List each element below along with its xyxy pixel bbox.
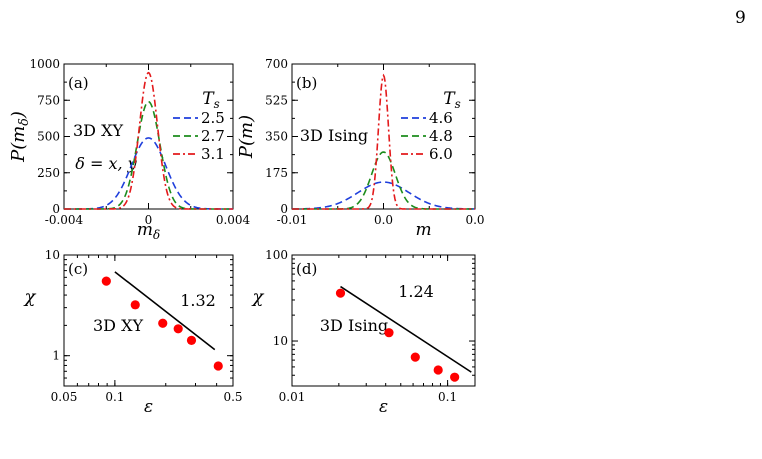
data-point [384,328,394,338]
annotation-text: 3D XY [93,316,143,335]
panel-c: 0.05 0.1 0.5 1 10 ε χ (c) 3D XY 1.32 [23,248,243,417]
y-tick-label: 0 [52,202,60,216]
legend-label: 2.5 [201,109,225,127]
fit-slope-label: 1.32 [180,291,216,310]
data-point [101,276,111,286]
y-tick-label: 500 [37,130,60,144]
y-axis-label: χ [23,287,37,308]
data-point [158,318,168,328]
annotation-text: 3D Ising [320,316,388,335]
data-point [433,365,443,375]
panel-label: (c) [68,260,88,278]
y-tick-label: 250 [37,166,60,180]
data-point [213,361,223,371]
data-point [173,324,183,334]
legend-label: 2.7 [201,127,225,145]
series-line-3.1 [64,71,233,210]
y-tick-label: 10 [45,248,60,262]
page-number: 9 [735,8,746,28]
x-tick-label: 0.5 [223,390,242,404]
data-point [335,288,346,298]
legend-label: 3.1 [201,145,225,163]
y-axis-label: P(mδ​) [8,111,31,163]
panel-d: 0.01 0.1 10 100 ε χ (d) 3D Ising 1.24 [251,248,476,417]
fit-line [340,285,472,373]
x-axis-label: m [415,220,431,240]
x-tick-label: 0.004 [216,213,251,227]
x-tick-label: 0.1 [105,390,124,404]
y-axis-label: P(m) [236,115,257,159]
panel-label: (d) [296,260,317,278]
fit-slope-label: 1.24 [398,282,434,301]
x-tick-label: -0.01 [277,213,308,227]
panel-b: -0.01 0.0 0.0 0 175 350 525 700 m P(m) (b) 3D Ising… [236,57,485,240]
x-tick-label: 0.01 [279,390,306,404]
x-tick-label: -0.004 [45,213,84,227]
legend-label: 6.0 [429,145,453,163]
y-tick-label: 350 [265,130,288,144]
x-tick-label: 0.05 [51,390,78,404]
fit-line [114,271,216,351]
y-tick-label: 1000 [29,57,60,71]
data-point [186,335,197,345]
annotation-text: δ = x, y [75,154,137,173]
x-tick-label: 0.1 [438,390,457,404]
data-point [130,300,140,310]
plot-frame [291,254,476,387]
legend-label: 4.6 [429,109,453,127]
panel-label: (b) [296,74,317,92]
annotation-text: 3D Ising [300,126,368,145]
y-tick-label: 1 [52,349,60,363]
annotation-text: 3D XY [73,121,123,140]
y-tick-label: 10 [273,334,288,348]
y-tick-label: 700 [265,57,288,71]
legend-title: Ts​ [202,89,219,111]
panel-label: (a) [68,74,89,92]
y-tick-label: 0 [280,202,288,216]
x-axis-label: ε [144,397,153,417]
plot-frame [63,254,234,387]
series-line-6.0 [292,73,475,210]
x-tick-label: 0 [145,213,153,227]
x-tick-label: 0.0 [465,213,484,227]
y-tick-label: 750 [37,93,60,107]
y-tick-label: 100 [265,248,288,262]
x-tick-label: 0.0 [374,213,393,227]
y-tick-label: 525 [265,93,288,107]
x-axis-label: mδ​ [137,220,160,242]
legend-label: 4.8 [429,127,453,145]
legend-title: Ts​ [443,89,460,111]
x-axis-label: ε [379,397,388,417]
data-point [450,372,460,382]
panel-a: -0.00400.00402505007501000mδ​P(mδ​)(a)3D… [8,57,251,242]
data-point [410,352,420,362]
y-tick-label: 175 [265,166,288,180]
y-axis-label: χ [251,287,265,308]
